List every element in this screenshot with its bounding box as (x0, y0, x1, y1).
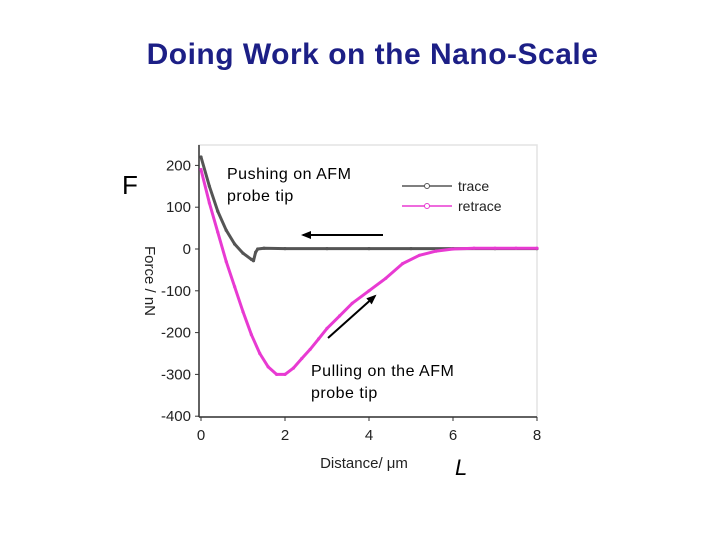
x-tick-label: 2 (281, 427, 289, 444)
data-point-retrace (308, 347, 312, 351)
force-symbol-label: F (122, 170, 138, 200)
data-point-retrace (241, 310, 245, 314)
data-point-retrace (291, 366, 295, 370)
x-tick-label: 6 (449, 427, 457, 444)
data-point-retrace (493, 246, 497, 250)
data-point-trace (409, 247, 413, 251)
y-tick-label: 100 (166, 199, 191, 216)
legend-marker-trace (424, 183, 430, 189)
data-point-retrace (535, 246, 539, 250)
x-tick-label: 0 (197, 427, 205, 444)
legend-label-trace: trace (458, 178, 489, 194)
data-point-retrace (300, 356, 304, 361)
data-point-trace (224, 228, 228, 232)
data-point-trace (233, 242, 237, 246)
y-tick-label: -300 (161, 366, 191, 383)
data-point-retrace (401, 262, 405, 266)
data-point-retrace (266, 365, 270, 369)
y-tick-label: 0 (183, 241, 191, 258)
data-point-retrace (249, 333, 253, 337)
legend-marker-retrace (424, 203, 430, 209)
data-point-trace (256, 247, 260, 251)
slide-title: Doing Work on the Nano-Scale (146, 38, 599, 71)
data-point-retrace (258, 351, 262, 356)
y-axis-title: Force / nN (141, 246, 158, 316)
data-point-retrace (417, 253, 421, 257)
data-point-trace (216, 209, 220, 213)
data-point-retrace (317, 337, 321, 341)
x-axis-title: Distance/ μm (320, 455, 408, 472)
data-point-trace (199, 155, 203, 159)
data-point-trace (251, 259, 256, 263)
data-point-retrace (216, 230, 220, 234)
data-point-retrace (275, 372, 279, 376)
y-tick-label: -400 (161, 408, 191, 425)
data-point-trace (207, 184, 211, 188)
series-line-retrace (199, 168, 539, 376)
x-tick-label: 8 (533, 427, 541, 444)
legend: trace retrace (402, 178, 502, 214)
length-symbol-label: L (455, 455, 468, 480)
data-point-trace (283, 247, 287, 251)
data-point-trace (325, 247, 329, 251)
y-tick-label: 200 (166, 157, 191, 174)
y-tick-label: -100 (161, 283, 191, 300)
data-point-retrace (199, 168, 203, 172)
data-point-trace (367, 247, 371, 251)
legend-label-retrace: retrace (458, 198, 502, 214)
x-tick-label: 4 (365, 427, 373, 444)
data-point-retrace (338, 314, 342, 318)
pull-arrow (327, 294, 377, 339)
data-point-retrace (514, 246, 518, 250)
series-line-trace (199, 155, 539, 263)
data-point-retrace (472, 246, 476, 250)
pull-annotation: Pulling on the AFM probe tip (311, 363, 455, 402)
data-point-trace (241, 251, 245, 255)
data-point-retrace (283, 372, 287, 376)
data-point-retrace (367, 289, 371, 293)
data-point-retrace (233, 285, 237, 289)
data-point-retrace (434, 249, 438, 253)
push-annotation: Pushing on AFM probe tip (227, 166, 352, 205)
data-point-retrace (451, 247, 455, 251)
data-point-trace (254, 250, 258, 254)
data-point-retrace (350, 301, 354, 305)
data-point-trace (262, 246, 266, 250)
y-tick-label: -200 (161, 325, 191, 342)
data-point-retrace (224, 259, 228, 264)
data-point-retrace (325, 326, 329, 330)
data-point-retrace (207, 201, 211, 205)
data-point-retrace (384, 276, 388, 280)
